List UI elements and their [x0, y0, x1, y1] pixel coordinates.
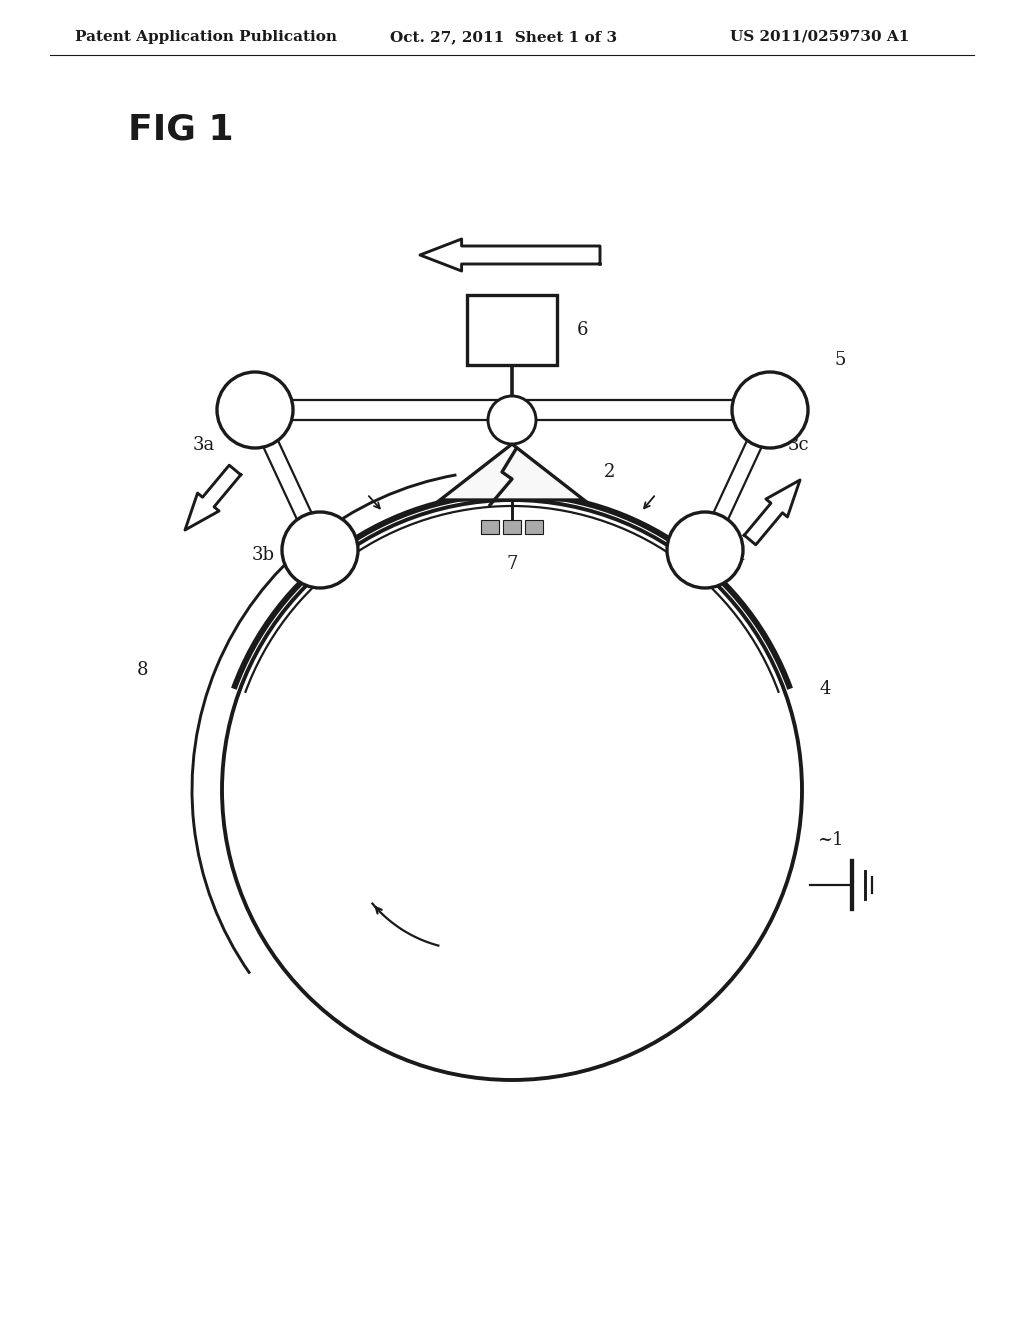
Circle shape	[217, 372, 293, 447]
Text: 3d: 3d	[723, 546, 746, 564]
Text: 5: 5	[835, 351, 847, 370]
Circle shape	[488, 396, 536, 444]
Text: Patent Application Publication: Patent Application Publication	[75, 30, 337, 44]
Circle shape	[732, 372, 808, 447]
Text: 8: 8	[137, 661, 148, 678]
Text: 6: 6	[577, 321, 589, 339]
Text: FIG 1: FIG 1	[128, 114, 233, 147]
Circle shape	[667, 512, 743, 587]
Polygon shape	[744, 480, 800, 545]
Polygon shape	[420, 239, 600, 271]
Bar	[503, 520, 521, 535]
Text: Oct. 27, 2011  Sheet 1 of 3: Oct. 27, 2011 Sheet 1 of 3	[390, 30, 617, 44]
Bar	[525, 520, 543, 535]
Text: ~1: ~1	[817, 832, 844, 849]
Text: 3b: 3b	[252, 546, 275, 564]
Polygon shape	[185, 465, 241, 531]
Text: 3c: 3c	[788, 436, 810, 454]
Text: 4: 4	[820, 680, 831, 697]
Text: 2: 2	[604, 463, 615, 480]
Circle shape	[282, 512, 358, 587]
Bar	[481, 520, 499, 535]
Text: 3a: 3a	[193, 436, 215, 454]
Polygon shape	[440, 444, 584, 500]
FancyBboxPatch shape	[467, 294, 557, 366]
Text: US 2011/0259730 A1: US 2011/0259730 A1	[730, 30, 909, 44]
Text: 7: 7	[506, 554, 518, 573]
